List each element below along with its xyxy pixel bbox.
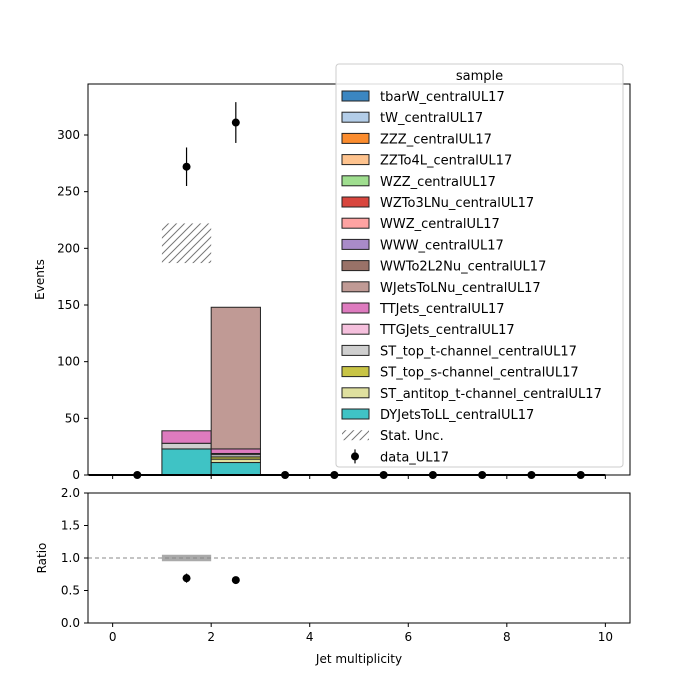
legend-swatch-9	[341, 281, 370, 293]
legend-swatch-8	[341, 260, 370, 272]
legend-swatch-stat-unc	[342, 430, 369, 441]
legend-data-marker	[351, 452, 359, 461]
main-ytick-label-3: 150	[57, 298, 80, 312]
legend-swatch-0	[341, 90, 370, 102]
legend-label-2: ZZZ_centralUL17	[380, 132, 492, 147]
legend-label-10: TTJets_centralUL17	[379, 302, 505, 317]
legend-label-6: WWZ_centralUL17	[380, 217, 500, 232]
main-ytick-label-6: 300	[57, 128, 80, 142]
ratio-point-1	[231, 576, 240, 585]
main-ytick-label-4: 200	[57, 241, 80, 255]
legend-swatch-1	[341, 111, 370, 123]
legend-label-3: ZZTo4L_centralUL17	[380, 154, 512, 169]
legend-box	[335, 63, 624, 468]
legend-label-9: WJetsToLNu_centralUL17	[380, 281, 541, 296]
ratio-point-0	[182, 574, 191, 583]
legend-label-5: WZTo3LNu_centralUL17	[380, 196, 534, 211]
legend-label-data: data_UL17	[380, 450, 449, 465]
legend-swatch-13	[341, 366, 370, 378]
legend-swatch-15	[341, 408, 370, 420]
legend-swatch-7	[341, 238, 370, 250]
ratio-xtick-label-1: 2	[207, 630, 215, 644]
legend-label-14: ST_antitop_t-channel_centralUL17	[380, 387, 602, 402]
main-y-axis-label: Events	[33, 259, 47, 300]
main-ytick-label-5: 250	[57, 185, 80, 199]
legend-title: sample	[456, 69, 503, 84]
main-ytick-label-0: 0	[72, 468, 80, 482]
legend-swatch-5	[341, 196, 370, 208]
legend-swatch-2	[341, 132, 370, 144]
data-point-2	[231, 118, 240, 127]
ratio-plot: 0.0 0.5 1.0 1.5 2.0 0 2 4 6 8 10 Jet multiplicity Ra…	[35, 486, 631, 666]
legend-swatch-14	[341, 387, 370, 399]
legend-swatch-4	[341, 175, 370, 187]
ratio-y-axis-label: Ratio	[35, 543, 49, 574]
bar-segment-5-2	[210, 448, 261, 454]
legend-swatch-6	[341, 217, 370, 229]
legend-swatch-10	[341, 302, 370, 314]
ratio-xtick-label-3: 6	[404, 630, 412, 644]
legend-label-0: tbarW_centralUL17	[380, 90, 505, 105]
ratio-xtick-label-0: 0	[109, 630, 117, 644]
ratio-xtick-label-5: 10	[598, 630, 613, 644]
legend-label-stat-unc: Stat. Unc.	[380, 429, 444, 444]
ratio-xtick-label-4: 8	[503, 630, 511, 644]
ratio-ytick-label-1: 0.5	[61, 584, 80, 598]
legend-label-11: TTGJets_centralUL17	[379, 323, 515, 338]
ratio-ytick-label-2: 1.0	[61, 551, 80, 565]
main-ytick-label-2: 100	[57, 355, 80, 369]
bar-segment-5-1	[161, 430, 212, 444]
ratio-ytick-label-0: 0.0	[61, 616, 80, 630]
ratio-ytick-label-4: 2.0	[61, 486, 80, 500]
data-point-1	[182, 162, 191, 171]
legend-label-12: ST_top_t-channel_centralUL17	[380, 344, 577, 359]
ratio-xtick-label-2: 4	[306, 630, 314, 644]
legend-swatch-3	[341, 154, 370, 166]
main-ytick-label-1: 50	[65, 411, 80, 425]
bar-segment-0-1	[161, 448, 212, 476]
legend-label-8: WWTo2L2Nu_centralUL17	[380, 260, 546, 275]
stat-unc-band-0	[161, 223, 212, 264]
legend-label-7: WWW_centralUL17	[380, 238, 504, 253]
legend-swatch-12	[341, 344, 370, 356]
bar-segment-6-2	[210, 306, 261, 450]
main-plot: 0 50 100 150 200 250 300 Events	[33, 83, 631, 482]
bar-segment-3-1	[161, 442, 212, 450]
legend-label-4: WZZ_centralUL17	[380, 175, 496, 190]
legend-label-13: ST_top_s-channel_centralUL17	[380, 366, 579, 381]
legend-label-1: tW_centralUL17	[380, 111, 483, 126]
ratio-ytick-label-3: 1.5	[61, 519, 80, 533]
bar-segment-1-2	[210, 458, 261, 464]
legend: sample tbarW_centralUL17 tW_centralUL17 ZZZ…	[335, 63, 624, 468]
bar-segment-0-2	[210, 462, 261, 476]
legend-label-15: DYJetsToLL_centralUL17	[380, 408, 534, 423]
x-axis-label: Jet multiplicity	[315, 652, 402, 666]
legend-swatch-11	[341, 323, 370, 335]
